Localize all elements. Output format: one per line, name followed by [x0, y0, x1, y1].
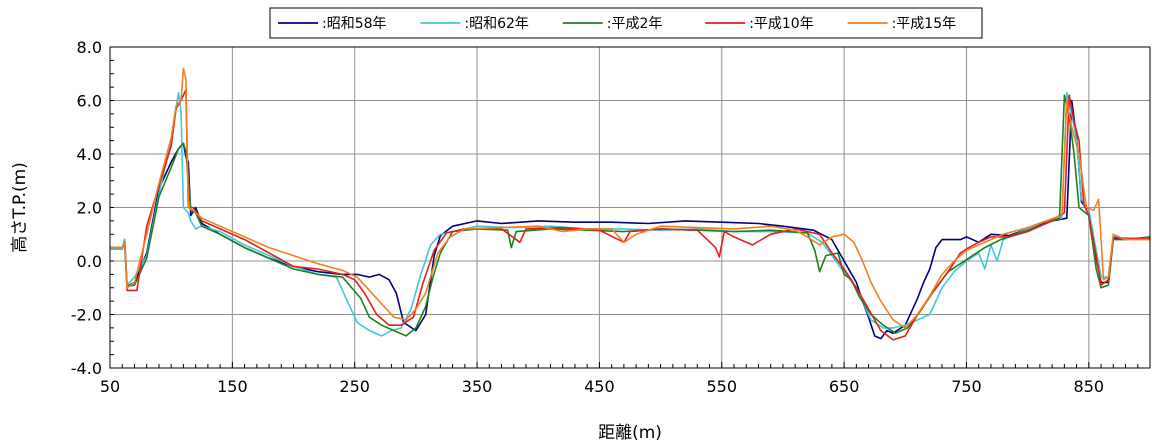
- x-tick-label: 50: [100, 377, 120, 396]
- series-line-5: [110, 67, 1150, 329]
- x-tick-label: 150: [217, 377, 248, 396]
- y-axis-title: 高さT.P.(m): [10, 162, 30, 253]
- series-layer: [110, 67, 1151, 341]
- legend-label: :昭和62年: [464, 16, 529, 32]
- x-tick-label: 650: [829, 377, 860, 396]
- x-axis-title: 距離(m): [598, 423, 662, 441]
- y-tick-label: -2.0: [71, 306, 102, 325]
- x-tick-label: 550: [706, 377, 737, 396]
- y-tick-label: 6.0: [77, 92, 102, 111]
- legend-label: :平成15年: [892, 16, 957, 32]
- y-tick-label: -4.0: [71, 359, 102, 378]
- y-tick-label: 4.0: [77, 145, 102, 164]
- x-tick-labels: 50 150 250 350 450 550 650 750 850: [100, 377, 1104, 396]
- legend: :昭和58年 :昭和62年 :平成2年 :平成10年 :平成15年: [269, 7, 983, 39]
- y-tick-label: 0.0: [77, 252, 102, 271]
- x-tick-label: 250: [339, 377, 370, 396]
- y-tick-labels: -4.0 -2.0 0.0 2.0 4.0 6.0 8.0: [71, 38, 102, 378]
- legend-label: :平成2年: [607, 16, 663, 32]
- legend-label: :平成10年: [749, 16, 814, 32]
- y-tick-label: 2.0: [77, 199, 102, 218]
- x-tick-label: 450: [584, 377, 615, 396]
- axis-ticks: [109, 46, 1151, 369]
- legend-label: :昭和58年: [322, 16, 387, 32]
- plot-border: [109, 46, 1151, 369]
- x-tick-label: 750: [951, 377, 982, 396]
- x-tick-label: 350: [462, 377, 493, 396]
- x-tick-label: 850: [1074, 377, 1105, 396]
- y-tick-label: 8.0: [77, 38, 102, 57]
